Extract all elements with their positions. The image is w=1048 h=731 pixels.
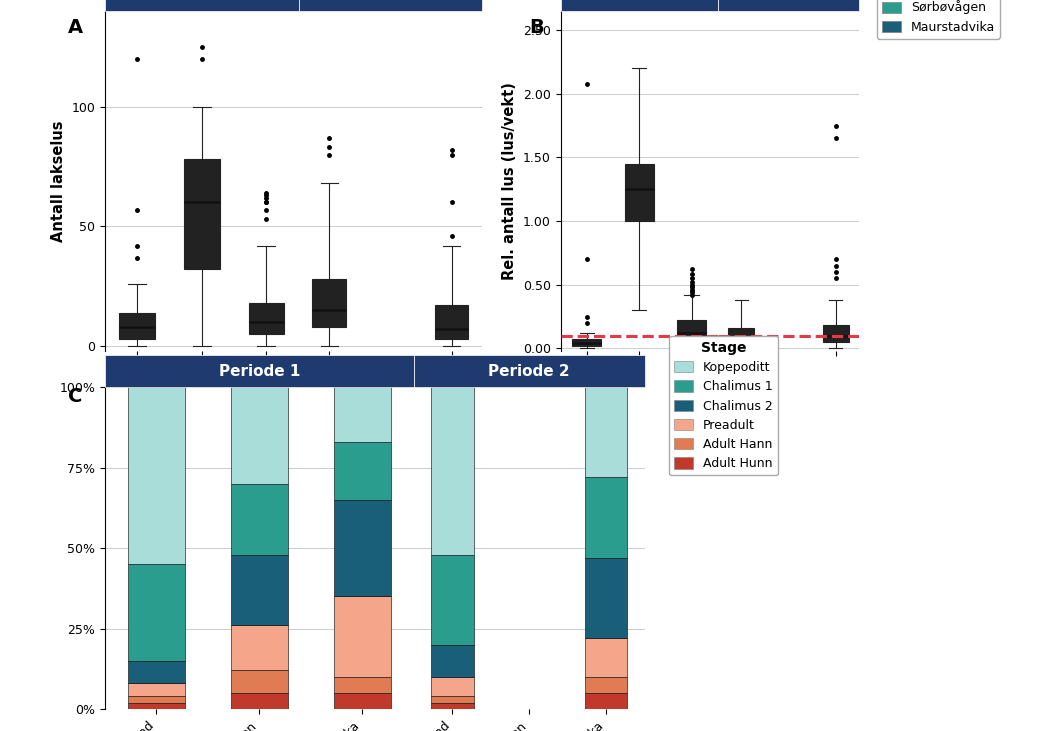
Text: C: C: [68, 387, 83, 406]
Bar: [585, 477, 627, 558]
Bar: [231, 693, 288, 709]
PathPatch shape: [312, 279, 346, 327]
Bar: [334, 677, 391, 693]
Bar: [585, 558, 627, 638]
Bar: [432, 555, 474, 645]
Bar: [128, 683, 184, 696]
Text: Periode 1: Periode 1: [161, 0, 242, 2]
PathPatch shape: [248, 303, 284, 334]
Bar: [585, 638, 627, 677]
Y-axis label: Rel. antall lus (lus/vekt): Rel. antall lus (lus/vekt): [502, 82, 518, 280]
Text: Periode 2: Periode 2: [748, 0, 829, 2]
Bar: [334, 693, 391, 709]
Bar: [231, 626, 288, 670]
Bar: [128, 564, 184, 661]
Legend: Kopepoditt, Chalimus 1, Chalimus 2, Preadult, Adult Hann, Adult Hunn: Kopepoditt, Chalimus 1, Chalimus 2, Prea…: [670, 336, 778, 475]
Text: Periode 1: Periode 1: [219, 364, 300, 379]
Bar: [231, 484, 288, 555]
Bar: [231, 555, 288, 626]
Text: Periode 2: Periode 2: [350, 0, 431, 2]
Text: A: A: [68, 18, 83, 37]
Bar: [128, 696, 184, 702]
PathPatch shape: [625, 164, 654, 221]
PathPatch shape: [119, 313, 155, 339]
Bar: [231, 670, 288, 693]
Text: Periode 1: Periode 1: [598, 0, 680, 2]
Bar: [334, 500, 391, 596]
Bar: [432, 645, 474, 677]
Bar: [128, 661, 184, 683]
Bar: [432, 702, 474, 709]
Bar: [231, 387, 288, 484]
Bar: [432, 677, 474, 696]
Bar: [334, 596, 391, 677]
Text: B: B: [529, 18, 544, 37]
Bar: [585, 387, 627, 477]
Text: Periode 2: Periode 2: [488, 364, 570, 379]
Bar: [128, 702, 184, 709]
Bar: [432, 387, 474, 555]
Legend: Solund, Sørbøvågen, Maurstadvika: Solund, Sørbøvågen, Maurstadvika: [877, 0, 1000, 39]
Bar: [128, 387, 184, 564]
Y-axis label: Antall lakselus: Antall lakselus: [50, 120, 66, 242]
PathPatch shape: [728, 328, 755, 344]
Bar: [585, 693, 627, 709]
PathPatch shape: [677, 320, 706, 338]
PathPatch shape: [435, 306, 468, 339]
Bar: [334, 442, 391, 500]
PathPatch shape: [184, 159, 219, 270]
Bar: [432, 696, 474, 702]
PathPatch shape: [823, 325, 849, 342]
Bar: [334, 387, 391, 442]
Bar: [585, 677, 627, 693]
PathPatch shape: [572, 339, 602, 346]
